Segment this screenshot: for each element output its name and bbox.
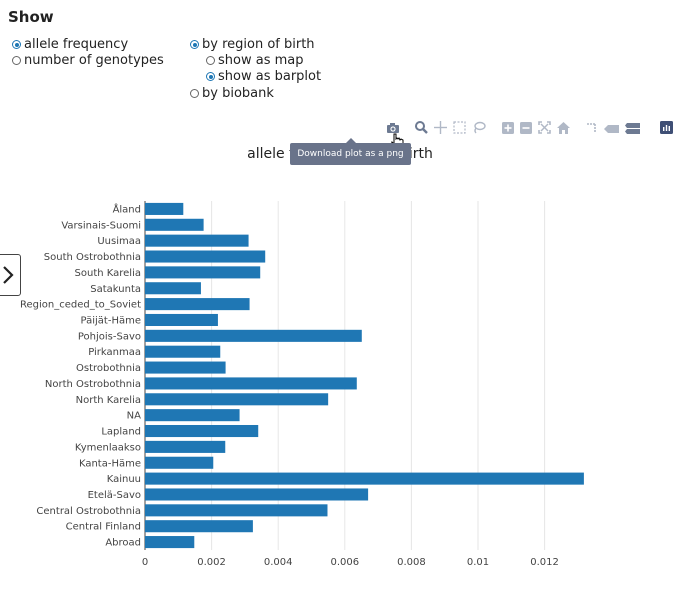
y-tick-label-18: Etelä-Savo (88, 490, 141, 501)
bar-4 (145, 266, 261, 279)
plotly-logo-icon[interactable] (660, 119, 673, 138)
x-tick-label-0: 0 (142, 557, 148, 568)
y-tick-label-3: South Ostrobothnia (44, 252, 141, 263)
x-tick-label-4: 0.008 (397, 557, 426, 568)
y-tick-label-5: Satakunta (90, 284, 141, 295)
bar-3 (145, 250, 266, 263)
bar-18 (145, 488, 369, 501)
bar-6 (145, 298, 250, 311)
radio-number-of-genotypes[interactable]: number of genotypes (12, 53, 164, 68)
x-tick-label-6: 0.012 (530, 557, 559, 568)
bar-11 (145, 377, 357, 390)
y-tick-label-19: Central Ostrobothnia (36, 506, 141, 517)
radio-checked-indicator[interactable] (190, 40, 199, 49)
y-tick-label-21: Abroad (105, 538, 141, 549)
zoom-out-icon[interactable] (520, 119, 532, 138)
bar-7 (145, 313, 218, 327)
x-tick-label-1: 0.002 (197, 557, 226, 568)
radio-label: number of genotypes (24, 53, 164, 68)
lasso-select-icon[interactable] (472, 119, 486, 138)
bar-14 (145, 424, 259, 438)
bar-2 (145, 234, 249, 247)
plot-modebar (386, 120, 679, 136)
zoom-in-icon[interactable] (502, 119, 514, 138)
radio-checked-indicator[interactable] (12, 40, 21, 49)
radio-unchecked-indicator[interactable] (190, 89, 199, 98)
y-tick-label-16: Kanta-Häme (79, 458, 141, 469)
y-tick-label-14: Lapland (101, 427, 141, 438)
box-select-icon[interactable] (453, 119, 466, 138)
y-tick-label-12: North Karelia (76, 395, 141, 406)
y-tick-label-20: Central Finland (66, 522, 141, 533)
pan-icon[interactable] (434, 119, 447, 138)
bar-15 (145, 440, 226, 453)
bar-21 (145, 536, 195, 549)
radio-by-biobank[interactable]: by biobank (190, 86, 274, 101)
reset-axes-icon[interactable] (557, 119, 570, 138)
y-tick-label-13: NA (127, 411, 141, 422)
bar-12 (145, 393, 329, 406)
radio-show-as-barplot[interactable]: show as barplot (206, 69, 321, 84)
bar-20 (145, 520, 253, 533)
y-tick-label-1: Varsinais-Suomi (61, 220, 141, 231)
y-tick-label-10: Ostrobothnia (76, 363, 141, 374)
radio-label: show as barplot (218, 69, 322, 84)
y-tick-label-0: Åland (113, 202, 141, 215)
bar-19 (145, 504, 328, 517)
bar-16 (145, 456, 214, 469)
bar-13 (145, 409, 240, 422)
radio-label: show as map (218, 53, 304, 68)
hover-compare-icon[interactable] (625, 119, 640, 138)
radio-unchecked-indicator[interactable] (206, 56, 215, 65)
x-tick-label-2: 0.004 (264, 557, 293, 568)
autoscale-icon[interactable] (538, 119, 551, 138)
radio-checked-indicator[interactable] (206, 72, 215, 81)
y-tick-label-15: Kymenlaakso (75, 442, 141, 453)
download-tooltip: Download plot as a png (290, 138, 411, 165)
y-tick-label-4: South Karelia (75, 268, 141, 279)
y-tick-label-7: Päijät-Häme (81, 315, 141, 326)
y-tick-label-11: North Ostrobothnia (45, 379, 141, 390)
x-tick-label-3: 0.006 (330, 557, 359, 568)
chevron-right-icon (2, 266, 14, 284)
x-tick-label-5: 0.01 (467, 557, 489, 568)
radio-label: by biobank (202, 86, 274, 101)
radio-label: allele frequency (24, 37, 129, 52)
bar-5 (145, 282, 201, 295)
radio-allele-frequency[interactable]: allele frequency (12, 37, 128, 52)
sidebar-toggle-button[interactable] (0, 254, 21, 296)
bar-9 (145, 345, 221, 358)
radio-by-region-of-birth[interactable]: by region of birth (190, 37, 315, 52)
bar-17 (145, 472, 584, 485)
bar-1 (145, 218, 204, 231)
spike-lines-icon[interactable] (586, 119, 598, 138)
show-heading: Show (8, 8, 54, 26)
camera-icon[interactable] (386, 119, 400, 138)
bar-0 (145, 202, 184, 215)
y-tick-label-17: Kainuu (107, 474, 141, 485)
radio-label: by region of birth (202, 37, 315, 52)
y-tick-label-6: Region_ceded_to_Soviet (20, 300, 141, 311)
y-tick-label-8: Pohjois-Savo (78, 331, 141, 342)
y-tick-label-9: Pirkanmaa (88, 347, 141, 358)
bar-8 (145, 329, 362, 342)
y-tick-label-2: Uusimaa (97, 236, 141, 247)
bar-10 (145, 361, 226, 374)
hover-closest-icon[interactable] (604, 119, 619, 138)
radio-unchecked-indicator[interactable] (12, 56, 21, 65)
zoom-icon[interactable] (414, 119, 428, 138)
bar-chart: 0 0.002 0.004 0.006 0.008 0.01 0.012 Åland Varsi… (20, 201, 584, 568)
radio-show-as-map[interactable]: show as map (206, 53, 303, 68)
